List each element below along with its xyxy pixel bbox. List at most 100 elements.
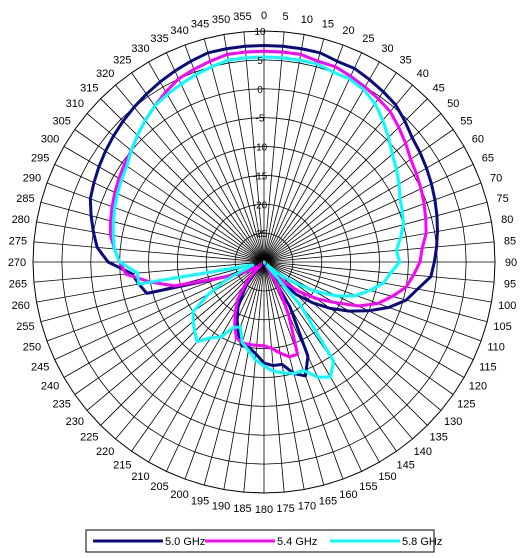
series-line-5-0-ghz: [88, 43, 439, 378]
angle-tick-label: 270: [8, 257, 26, 269]
grid-spoke: [263, 261, 305, 490]
angle-tick-label: 140: [414, 446, 432, 458]
angle-tick-label: 295: [31, 153, 49, 165]
grid-spoke: [243, 31, 265, 263]
angle-tick-label: 240: [41, 381, 59, 393]
angle-tick-label: 190: [212, 500, 230, 512]
grid-spoke: [263, 261, 495, 283]
angle-tick-label: 200: [170, 489, 188, 501]
angle-tick-label: 350: [212, 14, 230, 26]
grid-spoke: [54, 164, 265, 263]
grid-spoke: [263, 52, 362, 263]
angle-tick-label: 185: [233, 503, 251, 515]
angle-tick-label: 325: [113, 55, 131, 67]
angle-tick-label: 235: [52, 399, 70, 411]
grid-spoke: [36, 221, 265, 263]
angle-tick-label: 155: [359, 481, 377, 493]
angle-tick-label: 330: [131, 43, 149, 55]
radial-tick-labels: -30 -25 -20 -15 -10 -5 0 5 10: [253, 27, 268, 269]
radial-tick-label: -30: [253, 258, 268, 269]
angle-tick-label: 195: [191, 496, 209, 508]
angle-tick-label: 310: [66, 98, 84, 110]
grid-spoke: [263, 201, 488, 263]
grid-spoke: [115, 261, 265, 440]
angle-tick-label: 115: [479, 361, 497, 373]
angle-tick-label: 20: [342, 25, 354, 37]
grid-spoke: [100, 98, 265, 263]
grid-spoke: [263, 44, 344, 263]
radial-tick-label: -20: [253, 200, 268, 211]
angle-tick-label: 135: [429, 432, 447, 444]
angle-tick-label: 320: [96, 68, 114, 80]
angle-tick-label: 225: [80, 432, 98, 444]
grid-spoke: [115, 84, 265, 263]
radial-tick-label: 0: [257, 85, 263, 96]
angle-tick-label: 175: [276, 503, 294, 515]
legend: 5.0 GHz 5.4 GHz 5.8 GHz: [85, 529, 442, 553]
grid-spoke: [263, 129, 454, 263]
angle-tick-label: 265: [9, 279, 27, 291]
angle-tick-label: 245: [31, 361, 49, 373]
angle-tick-label: 180: [255, 504, 273, 516]
angle-tick-label: 255: [16, 321, 34, 333]
angle-tick-label: 150: [378, 471, 396, 483]
grid-spoke: [263, 241, 495, 263]
angle-tick-label: 305: [52, 115, 70, 127]
grid-spoke: [203, 38, 265, 263]
grid-spoke: [263, 61, 380, 263]
angle-tick-label: 165: [319, 496, 337, 508]
angle-tick-label: 0: [261, 10, 267, 22]
angle-tick-label: 90: [505, 257, 517, 269]
angle-tick-label: 275: [9, 235, 27, 247]
radial-tick-label: -25: [253, 229, 268, 240]
angle-tick-label: 215: [113, 459, 131, 471]
angle-tick-label: 60: [472, 134, 484, 146]
grid-spoke: [74, 261, 265, 395]
angle-tick-label: 210: [131, 471, 149, 483]
grid-spoke: [263, 261, 482, 342]
grid-spoke: [166, 261, 265, 472]
radial-tick-label: -15: [253, 171, 268, 182]
angle-tick-label: 290: [23, 173, 41, 185]
grid-spoke: [40, 201, 265, 263]
angle-tick-label: 65: [482, 153, 494, 165]
grid-spoke: [263, 261, 488, 323]
grid-spoke: [243, 261, 265, 493]
grid-spoke: [184, 261, 265, 480]
angle-tick-label: 15: [322, 18, 334, 30]
radial-tick-label: 5: [257, 56, 263, 67]
series-line-5-4-ghz: [108, 49, 428, 359]
grid-spoke: [263, 31, 285, 263]
angle-tick-label: 300: [41, 134, 59, 146]
grid-spoke: [203, 261, 265, 486]
grid-spoke: [263, 261, 362, 472]
grid-spoke: [46, 182, 265, 263]
grid-spoke: [263, 261, 465, 378]
grid-spoke: [223, 34, 265, 263]
grid-spoke: [63, 146, 265, 263]
angle-tick-label: 55: [460, 115, 472, 127]
grid-spoke: [100, 261, 265, 426]
radial-tick-label: -10: [253, 143, 268, 154]
series-lines: [88, 43, 439, 379]
angle-tick-label: 35: [400, 55, 412, 67]
grid-spoke: [33, 261, 265, 283]
angle-tick-label: 10: [301, 14, 313, 26]
grid-spoke: [263, 34, 305, 263]
angle-tick-label: 50: [447, 98, 459, 110]
angle-tick-label: 355: [233, 11, 251, 23]
grid-spoke: [263, 146, 465, 263]
angle-tick-label: 205: [150, 481, 168, 493]
grid-spoke: [263, 261, 492, 303]
angle-tick-label: 145: [396, 459, 414, 471]
grid-spoke: [63, 261, 265, 378]
angle-tick-label: 80: [501, 214, 513, 226]
radial-tick-label: 10: [254, 27, 266, 38]
grid-spoke: [131, 72, 265, 263]
angle-tick-label: 130: [444, 416, 462, 428]
grid-spoke: [263, 164, 474, 263]
angle-tick-label: 340: [170, 25, 188, 37]
angle-tick-label: 220: [96, 446, 114, 458]
angle-tick-label: 170: [298, 500, 316, 512]
